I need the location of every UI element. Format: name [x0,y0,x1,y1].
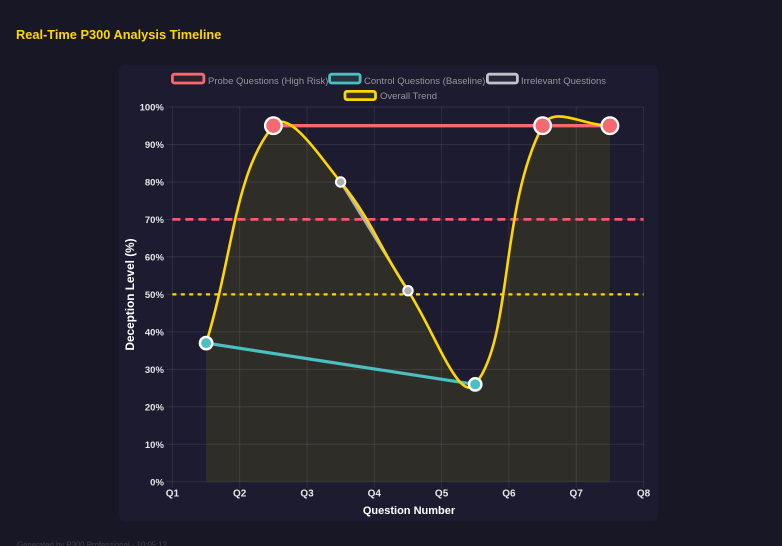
svg-text:10%: 10% [145,440,165,451]
svg-text:Probe Questions (High Risk): Probe Questions (High Risk) [208,76,328,87]
svg-text:0%: 0% [150,477,164,488]
svg-text:80%: 80% [145,178,165,189]
svg-text:Q5: Q5 [435,489,449,500]
svg-text:90%: 90% [145,140,165,151]
svg-text:60%: 60% [145,253,165,264]
svg-text:Real-Time P300 Analysis Timeli: Real-Time P300 Analysis Timeline [16,27,221,42]
svg-text:20%: 20% [145,402,165,413]
svg-text:Q8: Q8 [637,489,651,500]
svg-text:30%: 30% [145,365,165,376]
svg-text:Control Questions (Baseline): Control Questions (Baseline) [364,76,485,87]
svg-text:Overall Trend: Overall Trend [380,91,437,102]
svg-text:Q3: Q3 [300,489,314,500]
svg-text:Q7: Q7 [570,489,584,500]
svg-text:Q6: Q6 [502,489,516,500]
svg-text:Q2: Q2 [233,489,247,500]
svg-text:Q4: Q4 [368,489,382,500]
svg-text:Generated by P300 Professional: Generated by P300 Professional - 10:05:1… [17,541,167,546]
svg-text:Irrelevant Questions: Irrelevant Questions [521,76,606,87]
svg-text:70%: 70% [145,215,165,226]
svg-text:Question Number: Question Number [363,505,456,517]
svg-text:Q1: Q1 [166,489,180,500]
svg-text:Deception Level (%): Deception Level (%) [123,238,137,350]
svg-text:100%: 100% [140,103,165,114]
svg-text:40%: 40% [145,328,165,339]
svg-text:50%: 50% [145,290,165,301]
